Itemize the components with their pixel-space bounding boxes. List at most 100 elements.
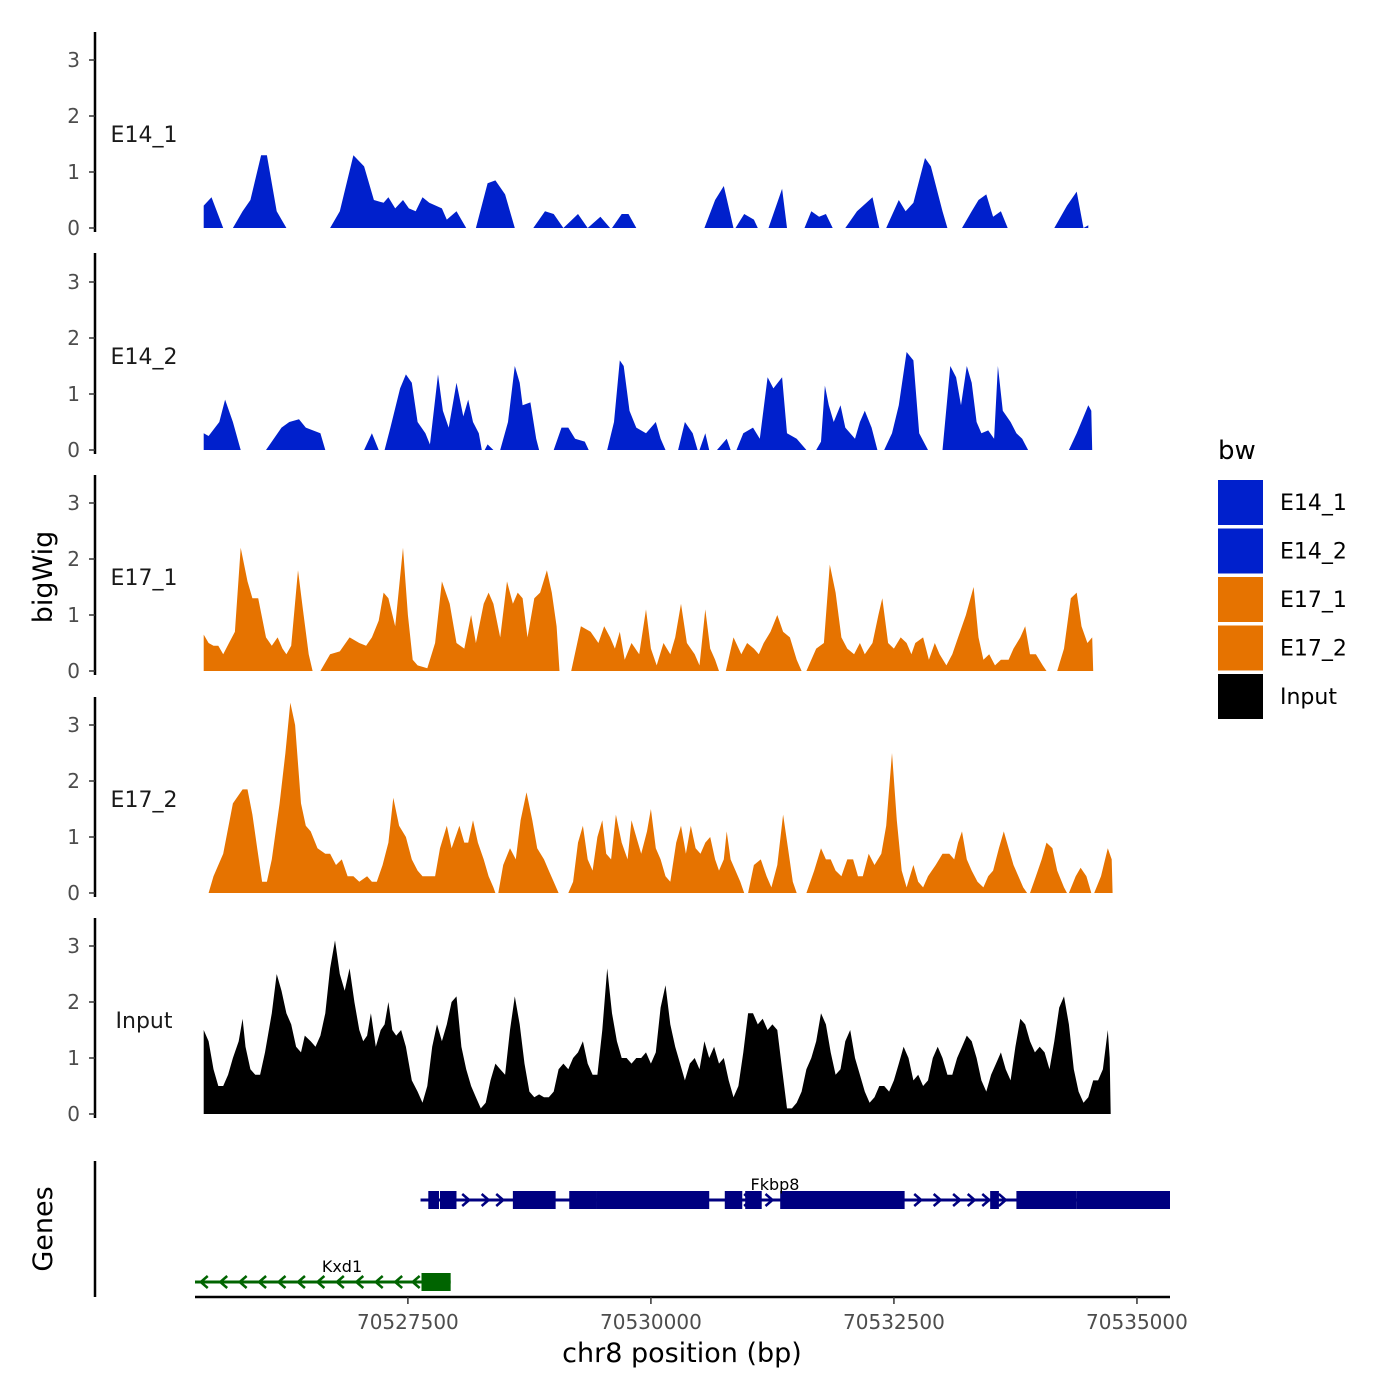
y-tick-label: 0 bbox=[67, 659, 80, 683]
track-label: E14_2 bbox=[111, 345, 178, 370]
legend-entry-E14_1: E14_1 bbox=[1218, 480, 1347, 525]
legend-label: E14_2 bbox=[1280, 540, 1347, 565]
legend-title: bw bbox=[1218, 436, 1256, 466]
track-E17_2: 0 1 2 3 E17_2 bbox=[67, 697, 1113, 905]
legend-label: Input bbox=[1280, 685, 1337, 710]
y-tick-label: 1 bbox=[67, 1046, 80, 1070]
strand-arrow bbox=[495, 1193, 506, 1207]
track-label: E17_1 bbox=[111, 566, 178, 591]
strand-arrow bbox=[198, 1275, 209, 1289]
y-tick-label: 3 bbox=[67, 270, 80, 294]
y-tick-label: 3 bbox=[67, 491, 80, 515]
legend-label: E17_2 bbox=[1280, 637, 1347, 662]
strand-arrow bbox=[218, 1275, 229, 1289]
track-label: Input bbox=[116, 1009, 173, 1034]
strand-arrow bbox=[296, 1275, 306, 1289]
y-tick-label: 2 bbox=[67, 547, 80, 571]
legend: bw E14_1 E14_2 E17_1 E17_2 Input bbox=[1218, 436, 1347, 719]
gene-label: Kxd1 bbox=[322, 1257, 362, 1276]
x-tick-label: 70527500 bbox=[357, 1310, 459, 1334]
exon-block bbox=[745, 1191, 762, 1209]
exon-block bbox=[1016, 1191, 1077, 1209]
strand-arrow bbox=[257, 1275, 267, 1289]
x-tick-label: 70532500 bbox=[843, 1310, 945, 1334]
legend-entry-E14_2: E14_2 bbox=[1218, 528, 1347, 574]
strand-arrow bbox=[952, 1193, 963, 1207]
track-label: E17_2 bbox=[111, 788, 178, 813]
track-E14_2: 0 1 2 3 E14_2 bbox=[67, 253, 1093, 462]
gene-Kxd1: Kxd1 bbox=[195, 1257, 451, 1291]
legend-swatch bbox=[1218, 528, 1263, 574]
strand-arrow bbox=[913, 1193, 924, 1207]
y-tick-label: 0 bbox=[67, 216, 80, 240]
x-tick-label: 70530000 bbox=[600, 1310, 702, 1334]
y-tick-label: 1 bbox=[67, 603, 80, 627]
legend-swatch bbox=[1218, 625, 1263, 671]
gene-label: Fkbp8 bbox=[751, 1175, 800, 1194]
y-tick-label: 1 bbox=[67, 825, 80, 849]
strand-arrow bbox=[461, 1193, 472, 1207]
coverage-area-E17_2 bbox=[208, 702, 1113, 893]
y-tick-label: 3 bbox=[67, 48, 80, 72]
coverage-area-E14_2 bbox=[203, 352, 1093, 450]
y-tick-label: 0 bbox=[67, 1102, 80, 1126]
coverage-area-E14_1 bbox=[203, 155, 1089, 228]
strand-arrow bbox=[480, 1193, 491, 1207]
y-tick-label: 2 bbox=[67, 990, 80, 1014]
track-E14_1: 0 1 2 3 E14_1 bbox=[67, 32, 1089, 240]
genes-axis-title: Genes bbox=[28, 1186, 59, 1271]
strand-arrow bbox=[237, 1275, 248, 1289]
y-tick-label: 1 bbox=[67, 382, 80, 406]
exon-block bbox=[439, 1191, 457, 1209]
legend-swatch bbox=[1218, 674, 1263, 719]
exon-block bbox=[1076, 1191, 1170, 1209]
strand-arrow bbox=[334, 1275, 345, 1289]
strand-arrow bbox=[981, 1193, 992, 1207]
track-E17_1: 0 1 2 3 E17_1 bbox=[67, 475, 1094, 683]
y-tick-label: 1 bbox=[67, 160, 80, 184]
legend-entry-Input: Input bbox=[1218, 674, 1337, 719]
coverage-area-Input bbox=[203, 940, 1111, 1114]
strand-arrow bbox=[354, 1275, 365, 1289]
legend-swatch bbox=[1218, 577, 1263, 622]
exon-block bbox=[428, 1191, 439, 1209]
legend-entry-E17_1: E17_1 bbox=[1218, 577, 1347, 622]
x-axis: 70527500 70530000 70532500 70535000 bbox=[195, 1295, 1188, 1334]
x-axis-title: chr8 position (bp) bbox=[562, 1338, 802, 1369]
legend-label: E17_1 bbox=[1280, 588, 1347, 613]
y-axis-title: bigWig bbox=[28, 531, 59, 624]
strand-arrow bbox=[764, 1193, 775, 1207]
y-tick-label: 3 bbox=[67, 713, 80, 737]
exon-block bbox=[596, 1191, 710, 1209]
strand-arrow bbox=[997, 1193, 1008, 1207]
y-tick-label: 3 bbox=[67, 934, 80, 958]
y-tick-label: 2 bbox=[67, 769, 80, 793]
exon-block bbox=[804, 1191, 905, 1209]
legend-swatch bbox=[1218, 480, 1263, 525]
strand-arrow bbox=[393, 1275, 403, 1289]
track-label: E14_1 bbox=[111, 123, 178, 148]
exon-block bbox=[569, 1191, 597, 1209]
track-Input: 0 1 2 3 Input bbox=[67, 918, 1111, 1126]
strand-arrow bbox=[315, 1275, 326, 1289]
y-tick-label: 0 bbox=[67, 881, 80, 905]
exon-block bbox=[421, 1273, 451, 1291]
bigwig-tracks: 0 1 2 3 E14_1 0 1 2 3 E14_2 0 1 2 3 E17_1 0 1 2 3 E17_2 0 1 2 3… bbox=[67, 32, 1113, 1126]
coverage-area-E17_1 bbox=[203, 547, 1094, 671]
strand-arrow bbox=[966, 1193, 977, 1207]
strand-arrow bbox=[373, 1275, 384, 1289]
y-tick-label: 2 bbox=[67, 326, 80, 350]
strand-arrow bbox=[276, 1275, 287, 1289]
exon-block bbox=[780, 1191, 805, 1209]
exon-block bbox=[724, 1191, 743, 1209]
y-tick-label: 2 bbox=[67, 104, 80, 128]
exon-block bbox=[512, 1191, 556, 1209]
gene-track: Fkbp8 Kxd1 bbox=[93, 1161, 1170, 1297]
legend-entry-E17_2: E17_2 bbox=[1218, 625, 1347, 671]
gene-Fkbp8: Fkbp8 bbox=[420, 1175, 1170, 1209]
legend-label: E14_1 bbox=[1280, 491, 1347, 516]
strand-arrow bbox=[410, 1275, 421, 1289]
y-tick-label: 0 bbox=[67, 438, 80, 462]
strand-arrow bbox=[932, 1193, 943, 1207]
